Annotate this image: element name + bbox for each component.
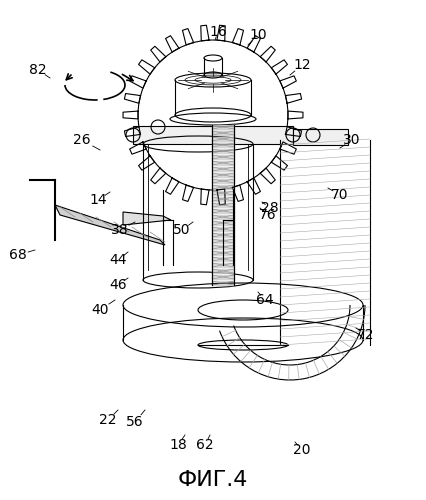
Text: 70: 70 (331, 188, 348, 202)
Text: 28: 28 (261, 201, 278, 215)
Text: ФИГ.4: ФИГ.4 (177, 470, 248, 490)
Polygon shape (123, 212, 170, 225)
Text: 62: 62 (196, 438, 213, 452)
Text: 16: 16 (209, 25, 226, 39)
Text: 26: 26 (73, 133, 91, 147)
Text: 76: 76 (259, 208, 276, 222)
Text: 12: 12 (293, 58, 310, 72)
Text: 40: 40 (91, 303, 109, 317)
Bar (292, 129, 347, 145)
Text: 64: 64 (256, 293, 273, 307)
Text: 68: 68 (9, 248, 27, 262)
Text: 82: 82 (29, 63, 47, 77)
Text: 44: 44 (109, 253, 127, 267)
Text: 56: 56 (126, 415, 144, 429)
Text: 22: 22 (99, 413, 116, 427)
Text: 38: 38 (111, 223, 129, 237)
Polygon shape (55, 205, 164, 245)
Text: 72: 72 (357, 328, 374, 342)
Text: 20: 20 (293, 443, 310, 457)
Text: 18: 18 (169, 438, 187, 452)
Text: 50: 50 (173, 223, 190, 237)
Text: 10: 10 (249, 28, 266, 42)
Text: 14: 14 (89, 193, 106, 207)
Bar (132, 126, 292, 144)
Text: 30: 30 (343, 133, 360, 147)
Text: 46: 46 (109, 278, 127, 292)
